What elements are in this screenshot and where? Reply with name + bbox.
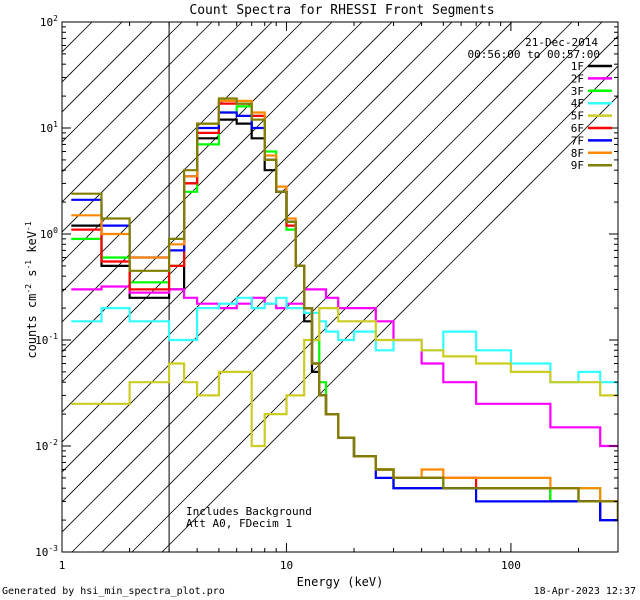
legend-label: 3F bbox=[571, 85, 584, 98]
legend-label: 6F bbox=[571, 122, 584, 135]
legend-label: 9F bbox=[571, 159, 584, 172]
plot-frame bbox=[61, 21, 619, 553]
y-tick-label: 100 bbox=[40, 226, 58, 241]
date-annotation: 21-Dec-2014 bbox=[525, 36, 598, 49]
series-3f bbox=[71, 105, 618, 521]
series-6f bbox=[71, 102, 618, 521]
chart-title: Count Spectra for RHESSI Front Segments bbox=[189, 3, 494, 18]
x-tick-label: 1 bbox=[59, 559, 66, 572]
y-axis: 10-3 10-2 10-1 100 101 102 bbox=[35, 14, 618, 559]
y-tick-label: 102 bbox=[40, 14, 58, 29]
y-tick-label: 10-2 bbox=[35, 438, 58, 453]
series-7f bbox=[71, 111, 618, 522]
time-range-annotation: 00:56:00 to 00:57:00 bbox=[468, 48, 600, 61]
x-axis-label: Energy (keV) bbox=[297, 575, 384, 589]
y-axis-label: counts cm-2 s-1 keV-1 bbox=[24, 221, 39, 358]
legend-label: 1F bbox=[571, 60, 584, 73]
y-tick-label: 101 bbox=[40, 120, 58, 135]
legend-label: 5F bbox=[571, 110, 584, 123]
x-tick-label: 10 bbox=[280, 559, 293, 572]
generated-by-footer: Generated by hsi_min_spectra_plot.pro bbox=[2, 586, 225, 597]
plot-timestamp-footer: 18-Apr-2023 12:37 bbox=[534, 586, 636, 597]
y-tick-label: 10-3 bbox=[35, 544, 58, 559]
legend-label: 8F bbox=[571, 147, 584, 160]
series-4f bbox=[71, 296, 618, 396]
background-note: Includes Background bbox=[186, 505, 312, 518]
legend-label: 4F bbox=[571, 97, 584, 110]
series-layer bbox=[71, 97, 618, 522]
series-9f bbox=[71, 97, 618, 521]
series-5f bbox=[71, 307, 618, 448]
x-tick-label: 100 bbox=[501, 559, 521, 572]
series-8f bbox=[71, 99, 618, 521]
x-axis: 1 10 100 bbox=[59, 22, 619, 572]
excluded-region-hatch bbox=[62, 22, 618, 552]
series-2f bbox=[71, 285, 618, 448]
legend-label: 2F bbox=[571, 72, 584, 85]
legend-label: 7F bbox=[571, 134, 584, 147]
series-1f bbox=[71, 118, 618, 522]
y-tick-label: 10-1 bbox=[35, 332, 58, 347]
attenuator-note: Att A0, FDecim 1 bbox=[186, 517, 292, 530]
